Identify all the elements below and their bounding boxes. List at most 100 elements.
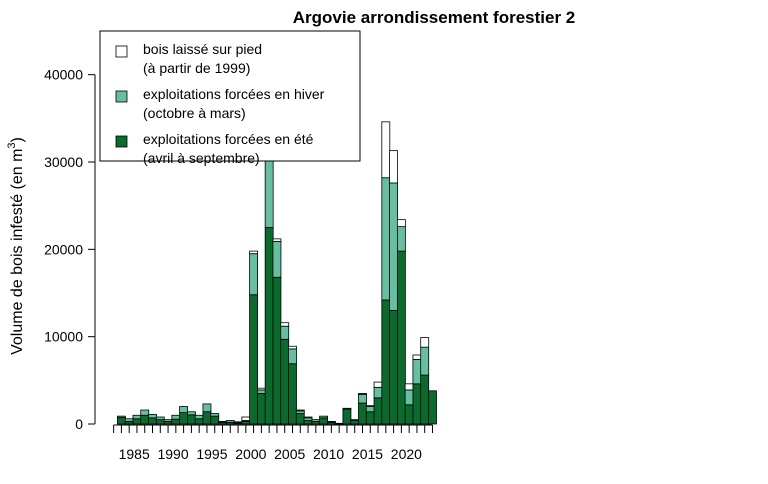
bar-segment — [256, 387, 266, 391]
y-axis: 0 10000 20000 30000 40000 — [44, 67, 96, 432]
bar-segment — [148, 413, 157, 419]
bar-segment — [210, 413, 220, 417]
bar-segment — [186, 414, 196, 425]
bar-segment — [140, 409, 150, 416]
bar-segment — [389, 182, 398, 311]
bar-segment — [358, 402, 367, 425]
bar-segment — [202, 411, 212, 425]
legend-label: bois laissé sur pied — [143, 41, 262, 57]
bar-segment — [342, 407, 352, 410]
bar-segment — [249, 250, 259, 255]
bar-segment — [381, 299, 391, 425]
bar-segment — [428, 390, 437, 425]
bar-segment — [365, 406, 375, 413]
bar-segment — [412, 383, 422, 425]
bar-segment — [256, 389, 266, 394]
bar-segment — [295, 413, 305, 425]
bar-segment — [373, 381, 383, 388]
legend-label: exploitations forcées en été — [143, 131, 314, 147]
bar-segment — [280, 338, 290, 425]
bar-segment — [311, 419, 321, 422]
bar-segment — [202, 403, 212, 413]
bar-segment — [389, 150, 398, 184]
x-tick-label: 1995 — [196, 446, 227, 462]
bar-segment — [194, 414, 204, 420]
bar-segment — [381, 121, 391, 179]
bar-segment — [404, 383, 414, 391]
bar-segment — [420, 337, 430, 348]
bar-segment — [132, 418, 142, 425]
bar-segment — [280, 322, 290, 327]
bar-segment — [350, 420, 360, 425]
bar-segment — [389, 310, 398, 425]
chart-title: Argovie arrondissement forestier 2 — [293, 8, 575, 27]
legend-items: bois laissé sur pied (à partir de 1999) ex… — [115, 41, 325, 166]
bar-segment — [249, 253, 259, 296]
x-axis: 1985 1990 1995 2000 2005 2010 2015 2020 — [113, 424, 433, 462]
bar-segment — [404, 389, 414, 406]
y-axis-title-main: Volume de bois infesté (en m — [9, 149, 26, 355]
bar-segment — [272, 238, 282, 242]
legend-swatch — [115, 135, 128, 148]
bar-segment — [396, 250, 406, 425]
bar-segment — [155, 416, 165, 421]
bar-segment — [272, 241, 282, 278]
legend-label: (avril à septembre) — [143, 150, 260, 166]
y-tick-label: 10000 — [44, 329, 83, 345]
bar-segment — [264, 227, 274, 425]
bar-segment — [412, 354, 422, 360]
y-tick-label: 0 — [75, 416, 83, 432]
y-axis-title: Volume de bois infesté (en m3) — [6, 137, 26, 355]
bar-segment — [373, 386, 383, 399]
bar-segment — [249, 294, 259, 425]
legend-label: (octobre à mars) — [143, 105, 246, 121]
bar-segment — [163, 419, 173, 422]
bar-segment — [350, 419, 360, 421]
x-tick-label: 2000 — [235, 446, 266, 462]
bar-segment — [233, 421, 243, 424]
bar-segment — [365, 405, 375, 407]
bar-segment — [179, 412, 189, 425]
legend-swatch — [115, 90, 128, 103]
bar-segment — [303, 420, 313, 425]
bar-segment — [186, 411, 196, 416]
legend-label: exploitations forcées en hiver — [143, 86, 325, 102]
x-tick-label: 2020 — [391, 446, 422, 462]
bar-segment — [194, 418, 204, 425]
x-tick-label: 2005 — [274, 446, 305, 462]
bar-segment — [124, 418, 134, 422]
bar-segment — [303, 416, 313, 419]
bar-segment — [171, 418, 181, 425]
bar-segment — [148, 417, 157, 425]
bar-segment — [319, 417, 329, 425]
y-axis-title-suffix: ) — [9, 137, 26, 142]
bar-segment — [117, 417, 126, 425]
bar-segment — [225, 420, 235, 423]
legend-swatch — [115, 45, 128, 58]
bar-segment — [117, 415, 126, 418]
bar-segment — [210, 415, 220, 425]
bar-segment — [295, 409, 305, 412]
x-tick-label: 1985 — [119, 446, 150, 462]
legend: bois laissé sur pied (à partir de 1999) ex… — [99, 30, 361, 166]
y-tick-label: 30000 — [44, 154, 83, 170]
bar-segment — [358, 393, 367, 404]
bar-segment — [373, 397, 383, 425]
x-tick-label: 2010 — [313, 446, 344, 462]
bar-segment — [288, 363, 297, 425]
x-tick-label: 2015 — [352, 446, 383, 462]
x-tick-label: 1990 — [157, 446, 188, 462]
bar-segment — [218, 420, 227, 423]
bar-segment — [288, 345, 297, 350]
bar-segment — [358, 393, 367, 395]
y-tick-label: 40000 — [44, 67, 83, 83]
bar-segment — [288, 348, 297, 365]
bar-segment — [412, 358, 422, 385]
bar-segment — [155, 419, 165, 425]
bar-segment — [381, 177, 391, 301]
bar-segment — [280, 325, 290, 340]
bar-segment — [319, 415, 329, 419]
bar-segment — [365, 411, 375, 425]
bar-segment — [334, 422, 344, 425]
